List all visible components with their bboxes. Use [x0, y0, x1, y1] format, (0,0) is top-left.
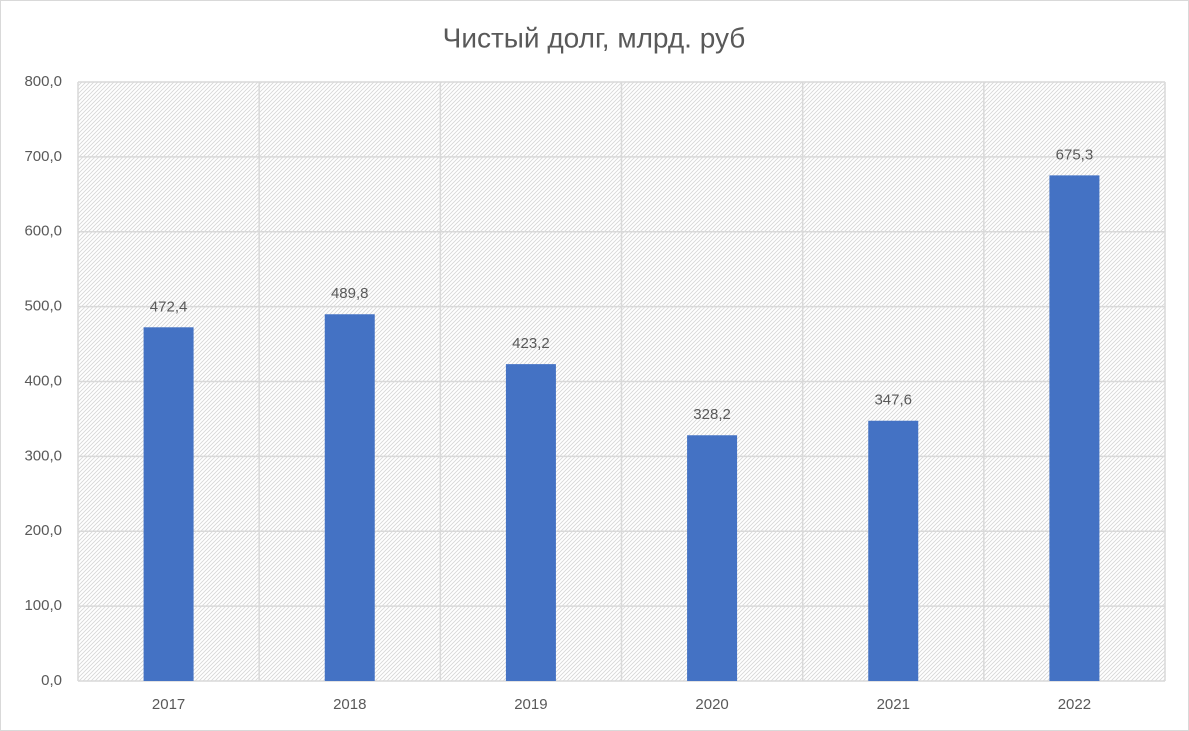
bar — [324, 314, 375, 681]
y-tick-label: 500,0 — [24, 298, 62, 315]
x-tick-label: 2017 — [152, 696, 185, 713]
x-tick-label: 2018 — [333, 696, 366, 713]
x-tick-label: 2022 — [1058, 696, 1091, 713]
chart-title: Чистый долг, млрд. руб — [443, 22, 746, 53]
data-label: 675,3 — [1056, 146, 1094, 163]
y-tick-label: 300,0 — [24, 447, 62, 464]
data-label: 328,2 — [693, 406, 731, 423]
y-tick-label: 700,0 — [24, 148, 62, 165]
bar — [868, 420, 919, 681]
y-tick-label: 800,0 — [24, 73, 62, 90]
data-label: 347,6 — [874, 392, 912, 409]
data-label: 423,2 — [512, 335, 550, 352]
y-tick-label: 100,0 — [24, 597, 62, 614]
data-label: 472,4 — [150, 298, 188, 315]
y-tick-label: 200,0 — [24, 522, 62, 539]
y-tick-label: 600,0 — [24, 223, 62, 240]
y-tick-label: 0,0 — [41, 672, 62, 689]
x-tick-label: 2020 — [695, 696, 728, 713]
x-tick-label: 2021 — [877, 696, 910, 713]
data-label: 489,8 — [331, 285, 369, 302]
x-tick-label: 2019 — [514, 696, 547, 713]
bar — [687, 435, 738, 681]
bar — [1049, 175, 1100, 681]
bar — [505, 364, 556, 681]
bar — [143, 327, 194, 681]
y-tick-label: 400,0 — [24, 372, 62, 389]
